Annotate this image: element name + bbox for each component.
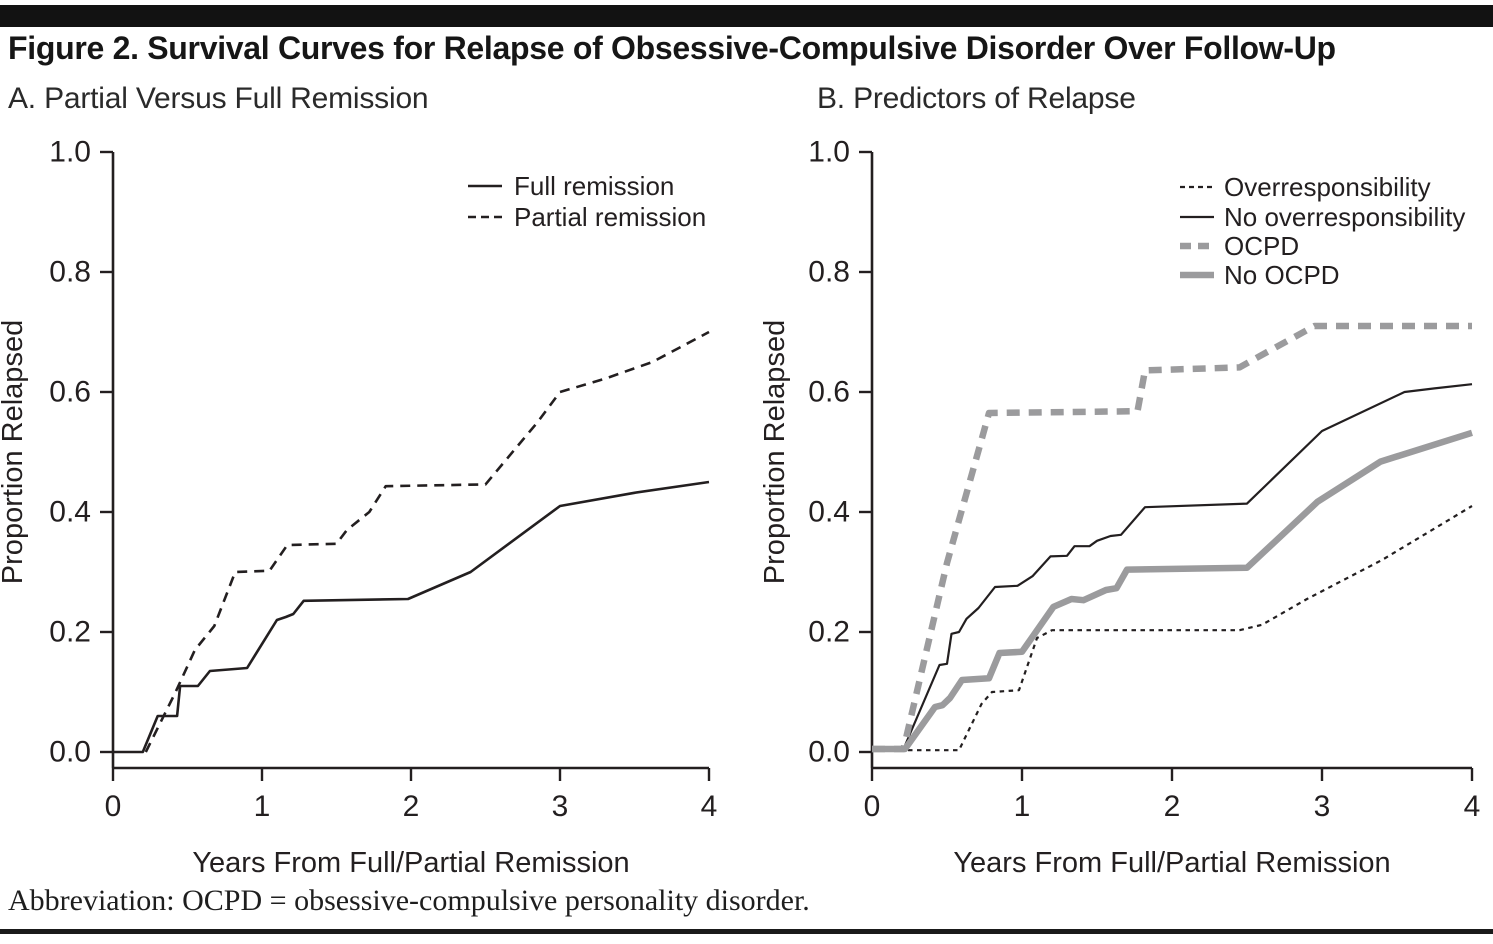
x-tick-label: 1 <box>254 790 271 823</box>
x-axis-label: Years From Full/Partial Remission <box>953 847 1390 879</box>
panel-a-title: A. Partial Versus Full Remission <box>8 82 429 115</box>
y-tick-label: 0.2 <box>49 616 91 649</box>
x-axis-label: Years From Full/Partial Remission <box>192 847 629 879</box>
x-tick-label: 0 <box>864 790 881 823</box>
bottom-rule <box>0 929 1493 934</box>
x-tick-label: 0 <box>105 790 122 823</box>
panel-a-svg: 0.0 0.2 0.4 0.6 0.8 1.0 0 1 2 3 4 Proportion Relaps… <box>0 136 718 880</box>
x-tick-label: 4 <box>1464 790 1481 823</box>
panel-b-svg: 0.0 0.2 0.4 0.6 0.8 1.0 0 1 2 3 4 Proportion Relaps… <box>759 136 1481 880</box>
y-tick-label: 0.0 <box>49 736 91 769</box>
panel-b-chart: 0.0 0.2 0.4 0.6 0.8 1.0 0 1 2 3 4 Proportion Relaps… <box>752 130 1493 890</box>
series-line-no-overresponsibility <box>872 383 1473 751</box>
y-axis-label: Proportion Relapsed <box>0 320 29 584</box>
series-line-partial-remission <box>144 330 710 753</box>
legend-label-ocpd: OCPD <box>1224 231 1299 261</box>
y-tick-label: 0.6 <box>49 376 91 409</box>
y-tick-label: 0.4 <box>808 496 850 529</box>
series-line-overresponsibility <box>872 505 1473 752</box>
legend-label-no-ocpd: No OCPD <box>1224 260 1340 290</box>
legend-label-overresponsibility: Overresponsibility <box>1224 172 1431 202</box>
y-axis-label: Proportion Relapsed <box>759 320 791 584</box>
y-tick-label: 0.6 <box>808 376 850 409</box>
figure-title: Figure 2. Survival Curves for Relapse of… <box>8 30 1336 66</box>
y-tick-label: 0.8 <box>49 256 91 289</box>
y-tick-label: 1.0 <box>49 136 91 169</box>
x-tick-label: 3 <box>552 790 569 823</box>
x-tick-label: 4 <box>701 790 718 823</box>
series-line-full-remission <box>113 480 710 754</box>
y-tick-label: 1.0 <box>808 136 850 169</box>
panel-a-chart: 0.0 0.2 0.4 0.6 0.8 1.0 0 1 2 3 4 Proportion Relaps… <box>0 130 746 890</box>
legend-label-full-remission: Full remission <box>514 171 674 201</box>
y-tick-label: 0.4 <box>49 496 91 529</box>
series-line-ocpd <box>872 322 1472 753</box>
panel-b-title: B. Predictors of Relapse <box>817 82 1136 115</box>
y-tick-label: 0.2 <box>808 616 850 649</box>
x-tick-label: 2 <box>403 790 420 823</box>
abbreviation-footnote: Abbreviation: OCPD = obsessive-compulsiv… <box>8 884 810 917</box>
y-tick-label: 0.0 <box>808 736 850 769</box>
x-tick-label: 1 <box>1014 790 1031 823</box>
x-tick-label: 2 <box>1164 790 1181 823</box>
legend-label-partial-remission: Partial remission <box>514 202 706 232</box>
legend-label-no-overresponsibility: No overresponsibility <box>1224 202 1465 232</box>
series-line-no-ocpd <box>872 429 1473 753</box>
y-tick-label: 0.8 <box>808 256 850 289</box>
x-tick-label: 3 <box>1314 790 1331 823</box>
top-rule <box>0 5 1493 27</box>
